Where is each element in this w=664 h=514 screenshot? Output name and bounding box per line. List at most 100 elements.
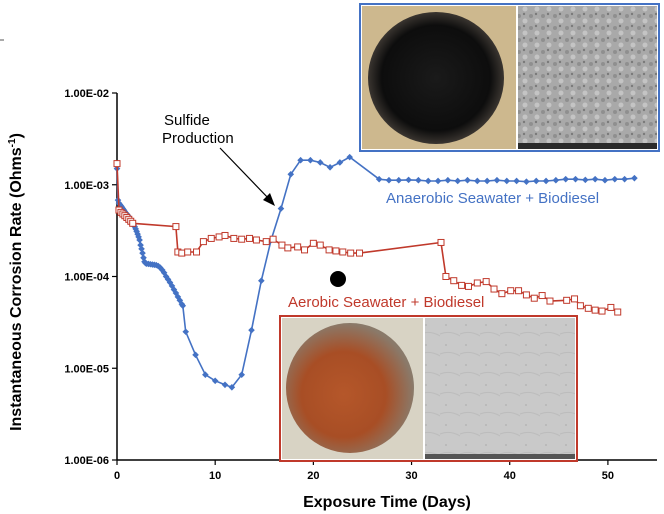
aerobic-data-point bbox=[437, 238, 445, 246]
anaerobic-data-point bbox=[160, 269, 168, 277]
anaerobic-data-point bbox=[503, 177, 511, 185]
x-tick-label: 50 bbox=[602, 470, 614, 482]
anaerobic-series-label: Anaerobic Seawater + Biodiesel bbox=[386, 190, 599, 207]
aerobic-data-point bbox=[482, 278, 490, 286]
x-axis-title: Exposure Time (Days) bbox=[303, 494, 471, 511]
anaerobic-data-point bbox=[483, 177, 491, 185]
aerobic-data-point bbox=[316, 241, 324, 249]
anaerobic-data-point bbox=[228, 383, 236, 391]
anaerobic-data-point bbox=[513, 177, 520, 185]
aerobic-data-point bbox=[221, 231, 229, 239]
series-layer bbox=[113, 153, 638, 391]
y-tick-label: 1.00E-05 bbox=[64, 363, 109, 375]
anaerobic-data-point bbox=[464, 176, 471, 184]
anaerobic-data-point bbox=[156, 264, 164, 271]
anaerobic-data-point bbox=[523, 178, 530, 185]
anaerobic-data-point bbox=[307, 156, 314, 164]
aerobic-sem-image bbox=[425, 318, 575, 459]
anaerobic-sem-image bbox=[518, 6, 657, 149]
anaerobic-data-point bbox=[385, 176, 393, 184]
sulfide-annotation-line2: Production bbox=[162, 130, 234, 147]
anaerobic-data-point bbox=[277, 205, 285, 212]
aerobic-data-point bbox=[284, 244, 292, 252]
x-tick-label: 20 bbox=[307, 470, 319, 482]
aerobic-data-point bbox=[515, 287, 523, 295]
aerobic-data-point bbox=[546, 297, 554, 305]
anaerobic-data-point bbox=[375, 175, 383, 183]
aerobic-data-point bbox=[614, 308, 622, 316]
anaerobic-data-point bbox=[454, 177, 461, 185]
aerobic-data-point bbox=[598, 307, 606, 315]
x-tick-label: 30 bbox=[405, 470, 417, 482]
anaerobic-data-point bbox=[182, 328, 190, 336]
anaerobic-data-point bbox=[137, 241, 144, 249]
anaerobic-data-point bbox=[202, 371, 209, 379]
anaerobic-data-point bbox=[582, 176, 589, 184]
anaerobic-data-point bbox=[444, 176, 452, 184]
aerobic-data-point bbox=[591, 306, 599, 314]
anaerobic-data-point bbox=[297, 156, 304, 164]
aerobic-series-label: Aerobic Seawater + Biodiesel bbox=[288, 294, 484, 311]
aerobic-data-point bbox=[538, 292, 546, 300]
aerobic-data-point bbox=[584, 304, 592, 312]
anaerobic-data-point bbox=[158, 266, 166, 274]
x-tick-label: 0 bbox=[114, 470, 120, 482]
aerobic-data-point bbox=[339, 248, 347, 256]
y-tick-label: 1.00E-02 bbox=[64, 88, 109, 100]
anaerobic-data-point bbox=[395, 176, 403, 184]
aerobic-data-point bbox=[269, 235, 277, 243]
aerobic-data-point bbox=[490, 285, 498, 293]
aerobic-data-point bbox=[193, 248, 201, 256]
anaerobic-data-point bbox=[221, 381, 229, 389]
anaerobic-data-point bbox=[336, 159, 344, 166]
aerobic-data-point bbox=[309, 239, 317, 247]
anaerobic-data-point bbox=[591, 175, 599, 183]
aerobic-coupon-image bbox=[286, 323, 414, 453]
anaerobic-data-point bbox=[139, 249, 146, 257]
aerobic-data-point bbox=[129, 219, 137, 227]
aerobic-data-point bbox=[199, 238, 207, 246]
anaerobic-data-point bbox=[405, 176, 412, 184]
y-tick-label: 1.00E-04 bbox=[64, 272, 110, 284]
anaerobic-data-point bbox=[542, 177, 550, 185]
aerobic-data-point bbox=[530, 294, 538, 302]
anaerobic-data-point bbox=[154, 262, 162, 270]
anaerobic-data-point bbox=[174, 293, 182, 301]
aerobic-data-point bbox=[498, 290, 506, 298]
aerobic-data-point bbox=[207, 234, 215, 242]
aerobic-data-point bbox=[356, 249, 364, 257]
anaerobic-data-point bbox=[562, 175, 569, 183]
anaerobic-data-point bbox=[135, 233, 142, 241]
anaerobic-data-point bbox=[258, 277, 265, 284]
anaerobic-data-point bbox=[170, 286, 178, 293]
aerobic-data-point bbox=[325, 246, 333, 254]
aerobic-series bbox=[113, 160, 622, 316]
anaerobic-data-point bbox=[192, 351, 199, 359]
aerobic-photo-inset bbox=[279, 315, 578, 462]
aerobic-data-point bbox=[184, 248, 192, 256]
anaerobic-data-point bbox=[238, 371, 245, 379]
sulfide-arrow-line bbox=[219, 147, 272, 202]
anaerobic-data-point bbox=[424, 177, 432, 185]
y-tick-label: 1.00E-06 bbox=[64, 455, 109, 467]
anaerobic-data-point bbox=[493, 176, 501, 184]
aerobic-sem-scalebar bbox=[425, 454, 575, 459]
x-ticks: 0 10 20 30 40 50 bbox=[114, 460, 614, 482]
anaerobic-data-point bbox=[179, 302, 187, 310]
aerobic-data-point bbox=[576, 302, 584, 310]
y-axis-title-tail: ) bbox=[8, 133, 25, 138]
aerobic-data-point bbox=[278, 241, 286, 249]
anaerobic-data-point bbox=[133, 228, 140, 235]
anaerobic-data-point bbox=[136, 236, 143, 244]
anaerobic-photo-inset bbox=[359, 3, 660, 152]
aerobic-data-point bbox=[442, 273, 450, 280]
y-tick-label: 1.00E-03 bbox=[64, 180, 109, 192]
aerobic-data-point bbox=[215, 233, 223, 241]
anaerobic-data-point bbox=[211, 377, 219, 385]
anaerobic-data-point bbox=[434, 177, 442, 185]
anaerobic-data-point bbox=[326, 163, 334, 171]
aerobic-data-point bbox=[294, 243, 302, 251]
anaerobic-data-point bbox=[316, 159, 324, 166]
aerobic-data-point bbox=[607, 303, 615, 311]
aerobic-data-point bbox=[571, 295, 579, 303]
